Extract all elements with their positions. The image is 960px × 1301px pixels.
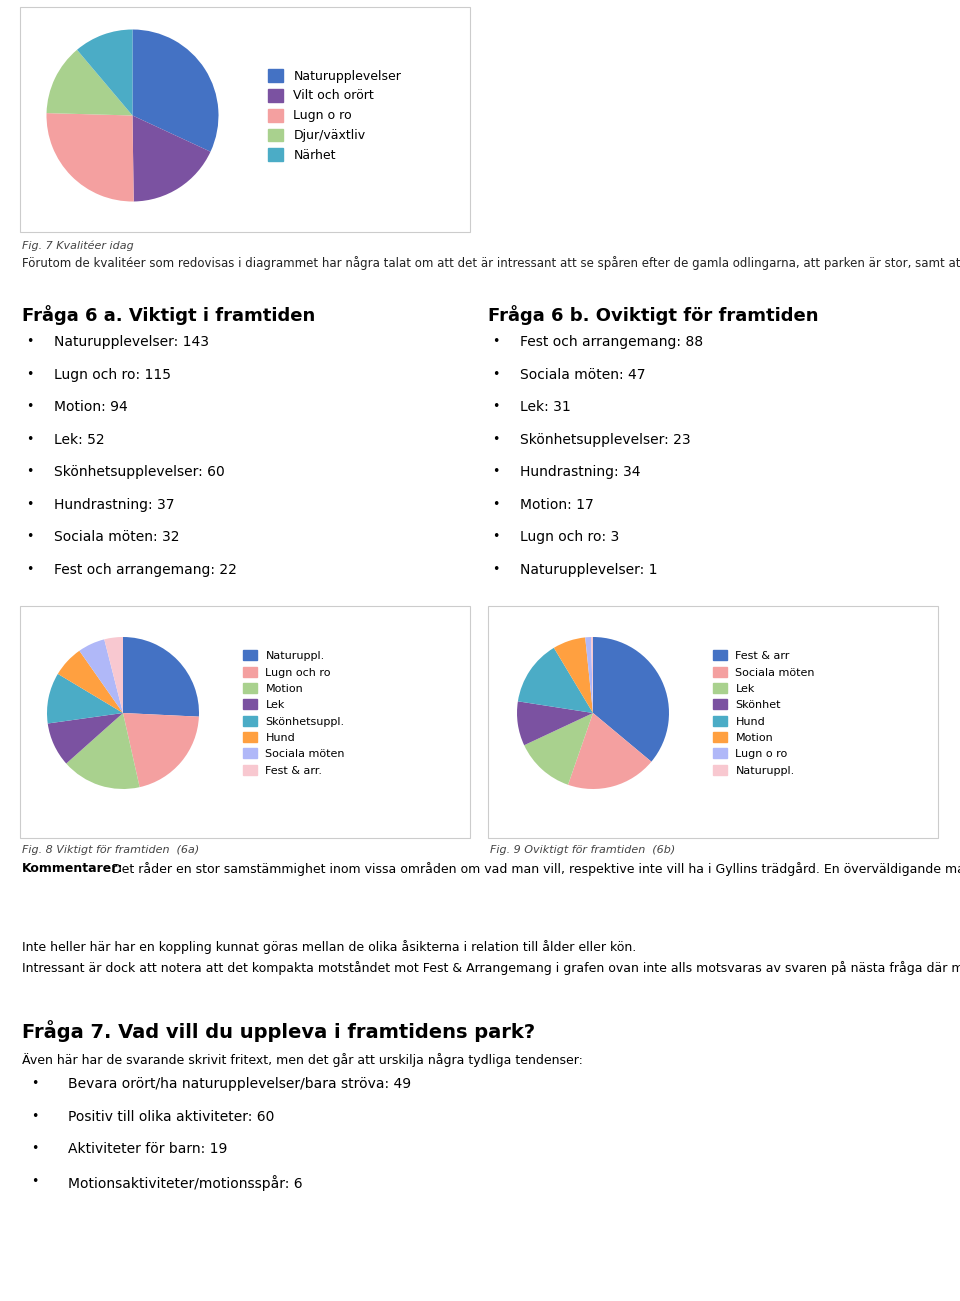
Text: Sociala möten: 47: Sociala möten: 47 [520,368,645,381]
Text: Aktiviteter för barn: 19: Aktiviteter för barn: 19 [68,1142,228,1157]
Wedge shape [77,30,132,116]
Text: Naturupplevelser: 1: Naturupplevelser: 1 [520,563,658,576]
Wedge shape [46,113,133,202]
Wedge shape [586,637,593,713]
Text: Lugn och ro: 115: Lugn och ro: 115 [54,368,171,381]
Wedge shape [123,637,199,717]
Text: Naturupplevelser: 143: Naturupplevelser: 143 [54,336,209,349]
Text: Motionsaktiviteter/motionsspår: 6: Motionsaktiviteter/motionsspår: 6 [68,1175,302,1190]
Wedge shape [593,637,669,761]
Text: •: • [492,466,500,479]
Wedge shape [46,49,132,116]
Text: Motion: 94: Motion: 94 [54,401,128,414]
Wedge shape [123,713,199,787]
Text: •: • [492,498,500,511]
Text: Skönhetsupplevelser: 23: Skönhetsupplevelser: 23 [520,433,690,446]
Wedge shape [105,637,123,713]
Text: •: • [31,1077,38,1090]
Text: Lek: 52: Lek: 52 [54,433,105,446]
Text: •: • [27,336,34,349]
Text: Lugn och ro: 3: Lugn och ro: 3 [520,531,619,544]
Text: Positiv till olika aktiviteter: 60: Positiv till olika aktiviteter: 60 [68,1110,275,1124]
Text: •: • [492,563,500,576]
Text: •: • [31,1142,38,1155]
Text: •: • [492,531,500,544]
Text: •: • [27,433,34,446]
Text: •: • [27,401,34,414]
Text: •: • [492,401,500,414]
Text: Motion: 17: Motion: 17 [520,498,593,511]
Wedge shape [48,713,123,764]
Text: •: • [27,498,34,511]
Text: Fig. 7 Kvalitéer idag: Fig. 7 Kvalitéer idag [22,241,133,251]
Wedge shape [568,713,651,788]
Text: •: • [27,368,34,381]
Text: •: • [31,1110,38,1123]
Text: Fest och arrangemang: 88: Fest och arrangemang: 88 [520,336,703,349]
Wedge shape [66,713,139,788]
Wedge shape [132,116,210,202]
Text: Bevara orört/ha naturupplevelser/bara ströva: 49: Bevara orört/ha naturupplevelser/bara st… [68,1077,411,1092]
Wedge shape [517,648,593,713]
Text: Lek: 31: Lek: 31 [520,401,570,414]
Text: Hundrastning: 37: Hundrastning: 37 [54,498,175,511]
Text: •: • [27,563,34,576]
Legend: Naturuppl., Lugn och ro, Motion, Lek, Skönhetsuppl., Hund, Sociala möten, Fest &: Naturuppl., Lugn och ro, Motion, Lek, Sk… [239,647,349,781]
Text: Fråga 7. Vad vill du uppleva i framtidens park?: Fråga 7. Vad vill du uppleva i framtiden… [22,1020,535,1042]
Text: Fest och arrangemang: 22: Fest och arrangemang: 22 [54,563,237,576]
Text: Inte heller här har en koppling kunnat göras mellan de olika åsikterna i relatio: Inte heller här har en koppling kunnat g… [22,941,636,954]
Text: •: • [492,368,500,381]
Text: Hundrastning: 34: Hundrastning: 34 [520,466,640,479]
Text: Fråga 6 a. Viktigt i framtiden: Fråga 6 a. Viktigt i framtiden [22,304,315,325]
Legend: Fest & arr, Sociala möten, Lek, Skönhet, Hund, Motion, Lugn o ro, Naturuppl.: Fest & arr, Sociala möten, Lek, Skönhet,… [708,647,820,781]
Wedge shape [58,650,123,713]
Text: Intressant är dock att notera att det kompakta motståndet mot Fest & Arrangemang: Intressant är dock att notera att det ko… [22,960,960,974]
Text: •: • [27,531,34,544]
Legend: Naturupplevelser, Vilt och orört, Lugn o ro, Djur/växtliv, Närhet: Naturupplevelser, Vilt och orört, Lugn o… [263,64,406,167]
Wedge shape [47,674,123,723]
Wedge shape [524,713,593,785]
Text: Fig. 9 Oviktigt för framtiden  (6b): Fig. 9 Oviktigt för framtiden (6b) [490,846,675,855]
Wedge shape [517,701,593,745]
Wedge shape [132,30,219,152]
Text: •: • [492,336,500,349]
Text: Förutom de kvalitéer som redovisas i diagrammet har några talat om att det är in: Förutom de kvalitéer som redovisas i dia… [22,256,960,271]
Text: Skönhetsupplevelser: 60: Skönhetsupplevelser: 60 [54,466,225,479]
Text: •: • [27,466,34,479]
Text: Även här har de svarande skrivit fritext, men det går att urskilja några tydliga: Även här har de svarande skrivit fritext… [22,1053,583,1067]
Text: •: • [31,1175,38,1188]
Text: Kommentarer:: Kommentarer: [22,863,124,876]
Text: Sociala möten: 32: Sociala möten: 32 [54,531,180,544]
Text: Fråga 6 b. Oviktigt för framtiden: Fråga 6 b. Oviktigt för framtiden [488,304,819,325]
Wedge shape [80,639,123,713]
Text: •: • [492,433,500,446]
Text: Fig. 8 Viktigt för framtiden  (6a): Fig. 8 Viktigt för framtiden (6a) [22,846,200,855]
Text: Det råder en stor samstämmighet inom vissa områden om vad man vill, respektive i: Det råder en stor samstämmighet inom vis… [111,863,960,876]
Wedge shape [591,637,593,713]
Wedge shape [554,637,593,713]
